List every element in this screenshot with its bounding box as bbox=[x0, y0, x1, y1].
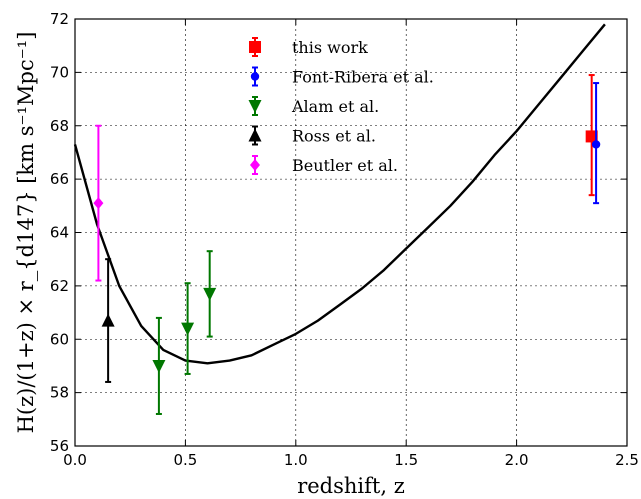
legend: this work Font-Ribera et al. Alam et al. Ro… bbox=[248, 37, 434, 175]
data-point bbox=[101, 313, 115, 327]
y-tick-label: 72 bbox=[50, 10, 69, 28]
data-point bbox=[93, 197, 104, 210]
axis-ticks: 0.0 0.5 1.0 1.5 2.0 2.5 56 58 60 62 64 66 68 70 72 bbox=[50, 10, 639, 469]
grid bbox=[75, 19, 627, 446]
data-points-layer bbox=[93, 74, 601, 415]
legend-label: this work bbox=[292, 38, 368, 57]
y-tick-label: 68 bbox=[50, 117, 69, 135]
model-curve bbox=[73, 23, 606, 365]
x-tick-label: 2.5 bbox=[615, 451, 639, 469]
legend-marker bbox=[250, 72, 260, 81]
y-tick-label: 66 bbox=[50, 170, 69, 188]
data-point bbox=[152, 359, 166, 373]
y-tick-label: 70 bbox=[50, 63, 69, 81]
legend-label: Alam et al. bbox=[291, 97, 379, 116]
x-tick-label: 0.5 bbox=[173, 451, 197, 469]
y-tick-label: 64 bbox=[50, 224, 69, 242]
legend-label: Beutler et al. bbox=[292, 156, 398, 175]
legend-marker bbox=[249, 41, 261, 53]
y-tick-label: 60 bbox=[50, 330, 69, 348]
legend-marker bbox=[248, 128, 262, 142]
legend-label: Ross et al. bbox=[292, 127, 376, 146]
x-axis-label: redshift, z bbox=[297, 474, 405, 498]
x-tick-label: 0.0 bbox=[63, 451, 87, 469]
legend-marker bbox=[250, 159, 260, 171]
y-tick-label: 58 bbox=[50, 384, 69, 402]
data-point bbox=[181, 322, 195, 336]
x-tick-label: 2.0 bbox=[505, 451, 529, 469]
y-tick-label: 56 bbox=[50, 437, 69, 455]
x-tick-label: 1.5 bbox=[394, 451, 418, 469]
data-point bbox=[585, 130, 598, 143]
y-axis-label: H(z)/(1+z) × r_{d147} [km s⁻¹Mpc⁻¹] bbox=[14, 32, 38, 434]
model-curve-layer bbox=[73, 23, 606, 365]
legend-label: Font-Ribera et al. bbox=[292, 68, 434, 87]
legend-marker bbox=[248, 100, 262, 113]
x-tick-label: 1.0 bbox=[284, 451, 308, 469]
data-point bbox=[203, 287, 217, 301]
data-point bbox=[591, 140, 601, 149]
y-tick-label: 62 bbox=[50, 277, 69, 295]
